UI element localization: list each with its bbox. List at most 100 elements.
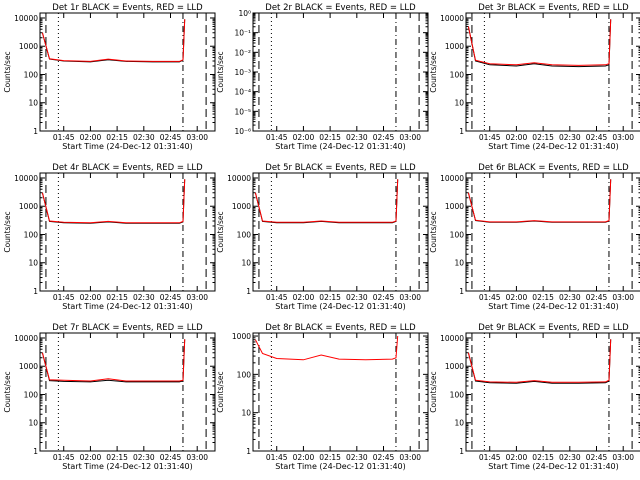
y-tick-label: 100 [237, 230, 252, 239]
y-tick-label: 1000 [19, 202, 38, 211]
y-tick-label: 100 [450, 230, 465, 239]
x-tick-label: 02:15 [319, 453, 341, 462]
y-tick-label: 10⁻² [234, 48, 251, 57]
x-axis-label: Start Time (24-Dec-12 01:31:40) [488, 142, 619, 151]
y-tick-label: 100 [24, 390, 39, 399]
x-tick-label: 03:00 [612, 453, 634, 462]
y-tick-label: 10 [28, 419, 38, 428]
y-tick-label: 10 [454, 419, 464, 428]
x-tick-label: 03:00 [612, 293, 634, 302]
events-line [41, 19, 186, 63]
x-axis-label: Start Time (24-Dec-12 01:31:40) [62, 462, 193, 471]
x-tick-label: 02:30 [559, 133, 581, 142]
x-tick-label: 01:45 [53, 133, 75, 142]
y-tick-label: 1 [33, 287, 38, 296]
y-tick-label: 1000 [19, 42, 38, 51]
x-tick-label: 01:45 [479, 293, 501, 302]
x-tick-label: 01:45 [479, 133, 501, 142]
chart-title: Det 9r BLACK = Events, RED = LLD [478, 323, 629, 333]
x-tick-label: 02:45 [373, 133, 395, 142]
x-axis-label: Start Time (24-Dec-12 01:31:40) [488, 302, 619, 311]
chart-panel-6: Det 6r BLACK = Events, RED = LLD 1 10 100 10… [429, 163, 640, 311]
y-axis-label: Counts/sec [3, 211, 12, 252]
x-tick-label: 02:00 [506, 293, 528, 302]
y-tick-label: 10000 [14, 14, 38, 23]
y-tick-label: 10000 [227, 174, 251, 183]
x-axis-label: Start Time (24-Dec-12 01:31:40) [275, 302, 406, 311]
chart-panel-5: Det 5r BLACK = Events, RED = LLD 1 10 100 10… [216, 163, 429, 311]
lld-line [467, 19, 612, 66]
x-tick-label: 01:45 [53, 293, 75, 302]
y-tick-label: 1000 [445, 362, 464, 371]
x-tick-label: 03:00 [186, 293, 208, 302]
x-tick-label: 02:30 [346, 453, 368, 462]
x-tick-label: 02:15 [532, 293, 554, 302]
x-tick-label: 03:00 [399, 133, 421, 142]
x-tick-label: 03:00 [399, 293, 421, 302]
plot-frame [39, 332, 216, 452]
chart-title: Det 4r BLACK = Events, RED = LLD [52, 163, 203, 173]
x-tick-label: 02:45 [373, 293, 395, 302]
plot-frame [39, 172, 216, 292]
y-tick-label: 10 [28, 259, 38, 268]
y-tick-label: 1000 [445, 202, 464, 211]
y-tick-label: 10 [454, 259, 464, 268]
chart-panel-9: Det 9r BLACK = Events, RED = LLD 1 10 100 10… [429, 323, 640, 471]
events-line [41, 179, 186, 224]
y-tick-label: 10000 [14, 334, 38, 343]
plot-frame [252, 172, 429, 292]
lld-line [467, 179, 612, 223]
x-tick-label: 02:30 [346, 133, 368, 142]
x-tick-label: 02:30 [559, 453, 581, 462]
y-tick-label: 10⁻³ [234, 68, 251, 77]
y-tick-label: 1 [33, 447, 38, 456]
y-tick-label: 10⁻⁵ [234, 107, 251, 116]
x-tick-label: 02:00 [293, 133, 315, 142]
x-tick-label: 02:45 [373, 453, 395, 462]
x-tick-label: 01:45 [266, 453, 288, 462]
y-tick-label: 1 [459, 287, 464, 296]
x-tick-label: 02:15 [532, 453, 554, 462]
x-tick-label: 01:45 [53, 453, 75, 462]
x-tick-label: 02:15 [106, 133, 128, 142]
y-tick-label: 1000 [19, 362, 38, 371]
chart-title: Det 3r BLACK = Events, RED = LLD [478, 3, 629, 13]
plot-frame [252, 332, 429, 452]
y-tick-label: 10000 [440, 174, 464, 183]
plot-frame [252, 12, 429, 132]
y-tick-label: 10 [28, 99, 38, 108]
y-tick-label: 100 [24, 230, 39, 239]
x-axis-label: Start Time (24-Dec-12 01:31:40) [62, 302, 193, 311]
events-line [467, 179, 612, 223]
lld-line [254, 179, 399, 223]
x-tick-label: 02:30 [559, 293, 581, 302]
chart-panel-3: Det 3r BLACK = Events, RED = LLD 1 10 100 10… [429, 3, 640, 151]
y-tick-label: 10⁻⁴ [234, 88, 251, 97]
y-tick-label: 10⁻⁶ [234, 127, 251, 136]
chart-title: Det 1r BLACK = Events, RED = LLD [52, 3, 203, 13]
chart-panel-1: Det 1r BLACK = Events, RED = LLD 1 10 100 10… [3, 3, 216, 151]
y-tick-label: 1000 [445, 42, 464, 51]
x-tick-label: 02:00 [506, 133, 528, 142]
x-tick-label: 02:00 [80, 293, 102, 302]
chart-title: Det 7r BLACK = Events, RED = LLD [52, 323, 203, 333]
x-tick-label: 02:45 [160, 293, 182, 302]
events-line [41, 339, 186, 383]
plot-frame [39, 12, 216, 132]
y-tick-label: 10000 [14, 174, 38, 183]
lld-line [41, 339, 186, 382]
x-tick-label: 01:45 [266, 133, 288, 142]
x-axis-label: Start Time (24-Dec-12 01:31:40) [62, 142, 193, 151]
chart-title: Det 8r BLACK = Events, RED = LLD [265, 323, 416, 333]
x-tick-label: 02:45 [586, 293, 608, 302]
lld-line [467, 339, 612, 383]
x-tick-label: 02:30 [346, 293, 368, 302]
y-tick-label: 10 [454, 99, 464, 108]
y-tick-label: 1 [459, 447, 464, 456]
y-tick-label: 10000 [440, 14, 464, 23]
x-tick-label: 02:45 [586, 133, 608, 142]
y-axis-label: Counts/sec [429, 211, 438, 252]
x-tick-label: 02:00 [506, 453, 528, 462]
x-tick-label: 02:30 [133, 133, 155, 142]
events-line [467, 339, 612, 384]
